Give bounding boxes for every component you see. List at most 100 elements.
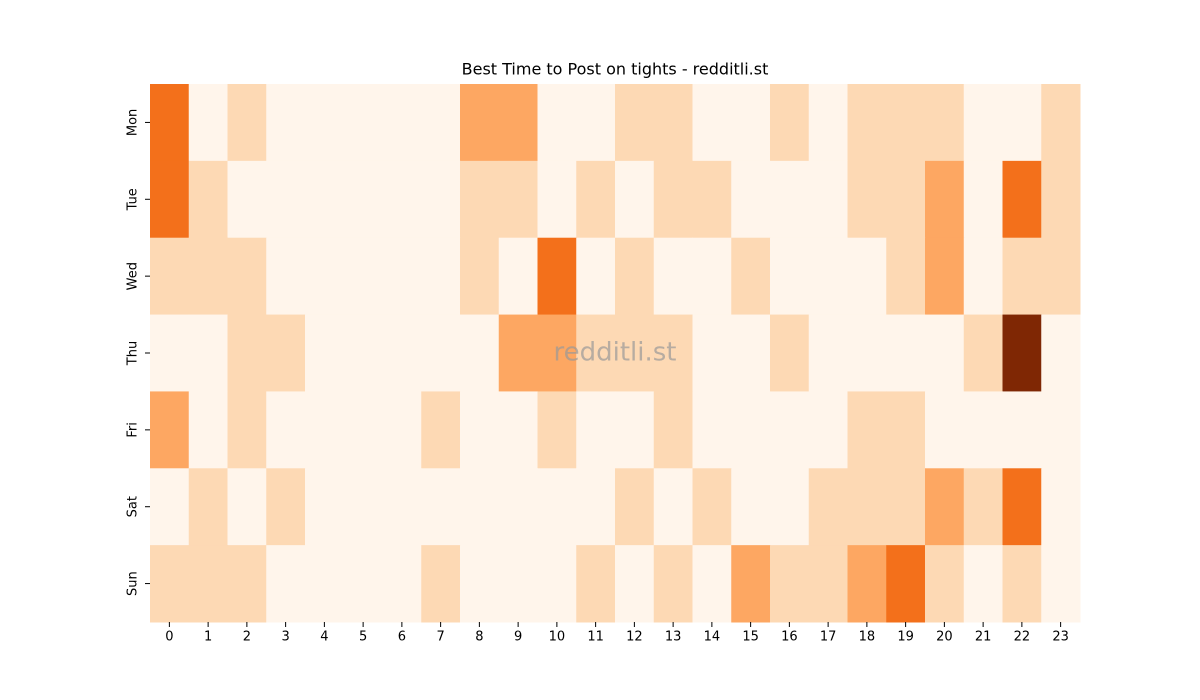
cell bbox=[343, 237, 383, 316]
cell bbox=[653, 391, 693, 469]
cell bbox=[692, 391, 732, 469]
cell bbox=[537, 84, 577, 162]
x-tick-label: 20 bbox=[936, 630, 953, 645]
cell bbox=[150, 84, 190, 162]
cell bbox=[188, 84, 228, 162]
y-tick-label: Thu bbox=[126, 341, 141, 366]
cell bbox=[1041, 314, 1081, 392]
cell bbox=[498, 391, 538, 469]
cell bbox=[343, 84, 383, 162]
cell bbox=[731, 314, 771, 392]
cell bbox=[692, 545, 732, 623]
cell bbox=[227, 545, 267, 623]
cell bbox=[421, 237, 461, 316]
cell bbox=[188, 314, 228, 392]
cell bbox=[925, 84, 965, 162]
x-tick-label: 7 bbox=[436, 630, 444, 645]
cell bbox=[925, 545, 965, 623]
x-tick-label: 22 bbox=[1014, 630, 1031, 645]
cell bbox=[537, 468, 577, 546]
cell bbox=[188, 237, 228, 316]
cell bbox=[653, 314, 693, 392]
cell bbox=[576, 391, 616, 469]
cell bbox=[227, 468, 267, 546]
cell bbox=[886, 160, 926, 239]
cell bbox=[421, 545, 461, 623]
cell bbox=[808, 391, 848, 469]
x-tick-label: 11 bbox=[587, 630, 604, 645]
cell bbox=[421, 160, 461, 239]
cell bbox=[847, 314, 887, 392]
x-tick-label: 21 bbox=[975, 630, 992, 645]
cell bbox=[498, 84, 538, 162]
x-tick-label: 6 bbox=[398, 630, 406, 645]
y-tick-label: Tue bbox=[126, 188, 141, 211]
chart-title: Best Time to Post on tights - redditli.s… bbox=[462, 60, 769, 79]
cell bbox=[227, 84, 267, 162]
cell bbox=[770, 160, 810, 239]
cell bbox=[1002, 391, 1042, 469]
x-tick-label: 19 bbox=[897, 630, 914, 645]
x-tick-label: 16 bbox=[781, 630, 798, 645]
cell bbox=[498, 314, 538, 392]
cell bbox=[1002, 545, 1042, 623]
x-tick-label: 14 bbox=[704, 630, 721, 645]
cell bbox=[537, 314, 577, 392]
cell bbox=[460, 84, 500, 162]
cell bbox=[1002, 84, 1042, 162]
cell bbox=[963, 160, 1003, 239]
cell bbox=[963, 545, 1003, 623]
cell bbox=[1002, 160, 1042, 239]
x-tick-label: 23 bbox=[1052, 630, 1069, 645]
cell bbox=[963, 237, 1003, 316]
cell bbox=[1041, 84, 1081, 162]
cell bbox=[382, 237, 422, 316]
cell bbox=[615, 468, 655, 546]
cell bbox=[886, 545, 926, 623]
cell bbox=[808, 468, 848, 546]
cell bbox=[925, 314, 965, 392]
cell bbox=[343, 391, 383, 469]
cell bbox=[653, 160, 693, 239]
y-tick-label: Wed bbox=[126, 262, 141, 290]
cell bbox=[266, 468, 306, 546]
cell bbox=[150, 237, 190, 316]
x-tick-label: 18 bbox=[859, 630, 876, 645]
cell bbox=[266, 391, 306, 469]
cell bbox=[421, 314, 461, 392]
x-tick-label: 3 bbox=[281, 630, 289, 645]
cell bbox=[382, 391, 422, 469]
cell bbox=[615, 160, 655, 239]
cell bbox=[460, 160, 500, 239]
cell bbox=[692, 314, 732, 392]
cell bbox=[266, 237, 306, 316]
cell bbox=[227, 314, 267, 392]
cell bbox=[150, 160, 190, 239]
x-tick-label: 5 bbox=[359, 630, 367, 645]
cell bbox=[925, 468, 965, 546]
cell bbox=[692, 468, 732, 546]
cell bbox=[731, 545, 771, 623]
x-tick-label: 12 bbox=[626, 630, 643, 645]
cell bbox=[266, 160, 306, 239]
cell bbox=[421, 468, 461, 546]
cell bbox=[305, 84, 345, 162]
cell bbox=[886, 468, 926, 546]
cell bbox=[963, 468, 1003, 546]
x-tick-label: 4 bbox=[320, 630, 328, 645]
cell bbox=[886, 237, 926, 316]
cell bbox=[692, 84, 732, 162]
cell bbox=[615, 314, 655, 392]
cell bbox=[615, 237, 655, 316]
x-tick-label: 9 bbox=[514, 630, 522, 645]
cell bbox=[615, 84, 655, 162]
cell bbox=[770, 545, 810, 623]
cell bbox=[847, 545, 887, 623]
cell bbox=[808, 545, 848, 623]
cell bbox=[343, 160, 383, 239]
y-tick-label: Mon bbox=[126, 109, 141, 136]
x-tick-label: 15 bbox=[742, 630, 759, 645]
cell bbox=[808, 314, 848, 392]
cell bbox=[963, 314, 1003, 392]
cell bbox=[537, 237, 577, 316]
